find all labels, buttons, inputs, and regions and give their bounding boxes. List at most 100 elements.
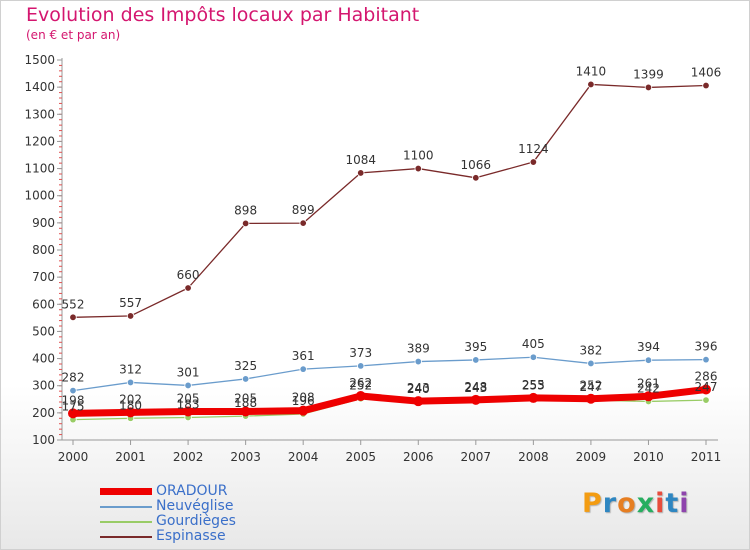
x-tick-label: 2004	[288, 450, 319, 464]
series-line-3	[72, 83, 707, 318]
data-point	[357, 362, 365, 370]
data-label: 247	[695, 380, 718, 394]
y-tick-label: 1100	[24, 162, 55, 176]
data-label: 1406	[691, 66, 722, 80]
y-tick-label: 500	[32, 324, 55, 338]
data-label: 198	[62, 393, 85, 407]
data-point	[701, 384, 711, 395]
data-label: 205	[234, 392, 257, 406]
data-label: 899	[292, 203, 315, 217]
data-label: 1410	[576, 64, 607, 78]
x-tick-label: 2003	[230, 450, 261, 464]
data-point	[357, 169, 365, 177]
y-tick-label: 700	[32, 270, 55, 284]
data-label: 898	[234, 203, 257, 217]
data-label: 373	[349, 346, 372, 360]
data-point	[69, 313, 77, 322]
data-label: 382	[579, 343, 602, 357]
data-label: 286	[695, 370, 718, 384]
data-point	[587, 80, 595, 89]
chart-title: Evolution des Impôts locaux par Habitant	[26, 4, 420, 26]
data-label: 325	[234, 359, 257, 373]
y-tick-label: 800	[32, 243, 55, 257]
data-point	[529, 158, 538, 166]
y-tick-label: 900	[32, 216, 55, 230]
data-label: 282	[62, 371, 85, 385]
data-label: 262	[349, 376, 372, 390]
data-point	[643, 391, 654, 402]
data-point	[587, 359, 595, 368]
legend-label: ORADOUR	[156, 483, 228, 499]
y-tick-label: 1300	[24, 107, 55, 121]
legend-label: Gourdièges	[156, 513, 236, 529]
chart-subtitle: (en € et par an)	[26, 28, 121, 42]
data-point	[702, 81, 710, 90]
data-label: 196	[292, 394, 315, 408]
data-label: 240	[407, 382, 430, 396]
x-tick-label: 2005	[345, 450, 376, 464]
y-tick-label: 1200	[24, 134, 55, 148]
y-tick-label: 1500	[24, 53, 55, 67]
y-tick-label: 100	[32, 433, 55, 447]
y-tick-label: 1000	[24, 189, 55, 203]
legend-label: Espinasse	[156, 528, 226, 544]
data-label: 301	[177, 365, 200, 379]
x-tick-label: 2001	[115, 450, 146, 464]
x-tick-label: 2002	[173, 450, 204, 464]
data-point	[702, 355, 710, 364]
data-label: 202	[119, 392, 142, 406]
data-point	[241, 219, 250, 228]
legend-swatch	[100, 521, 152, 523]
data-point	[240, 406, 251, 417]
data-point	[414, 357, 422, 366]
data-label: 552	[62, 297, 85, 311]
data-point	[184, 284, 192, 292]
data-point	[299, 365, 307, 373]
legend-label: Neuvéglise	[156, 498, 234, 514]
y-tick-label: 300	[32, 379, 55, 393]
data-point	[413, 396, 424, 407]
x-tick-label: 2006	[403, 450, 434, 464]
data-label: 243	[464, 381, 487, 395]
logo-letter: o	[617, 488, 637, 519]
data-point	[183, 406, 194, 417]
data-label: 252	[579, 379, 602, 393]
data-point	[644, 83, 653, 92]
legend-swatch	[100, 536, 152, 538]
data-label: 389	[407, 342, 430, 356]
data-label: 312	[119, 362, 142, 376]
legend-swatch	[100, 488, 152, 495]
data-point	[299, 219, 307, 227]
data-point	[585, 393, 596, 404]
y-tick-label: 400	[32, 352, 55, 366]
x-tick-label: 2000	[58, 450, 89, 464]
x-tick-label: 2008	[518, 450, 549, 464]
data-label: 255	[522, 378, 545, 392]
logo-letter: t	[665, 488, 680, 519]
data-label: 1124	[518, 142, 549, 156]
data-label: 253	[522, 378, 545, 392]
data-point	[470, 394, 481, 405]
data-point	[529, 353, 538, 361]
data-label: 183	[177, 397, 200, 411]
data-label: 1084	[345, 153, 376, 167]
proxiti-logo: Proxiti	[582, 488, 690, 519]
data-label: 180	[119, 398, 142, 412]
data-point	[472, 174, 480, 182]
data-label: 557	[119, 296, 142, 310]
data-label: 361	[292, 349, 315, 363]
y-tick-label: 600	[32, 297, 55, 311]
data-label: 396	[695, 340, 718, 354]
data-point	[702, 396, 710, 404]
logo-letter: P	[582, 488, 603, 519]
data-point	[355, 391, 366, 402]
data-label: 261	[637, 376, 660, 390]
data-label: 395	[464, 340, 487, 354]
data-label: 205	[177, 392, 200, 406]
data-label: 208	[292, 391, 315, 405]
data-label: 660	[177, 268, 200, 282]
data-point	[414, 164, 422, 173]
